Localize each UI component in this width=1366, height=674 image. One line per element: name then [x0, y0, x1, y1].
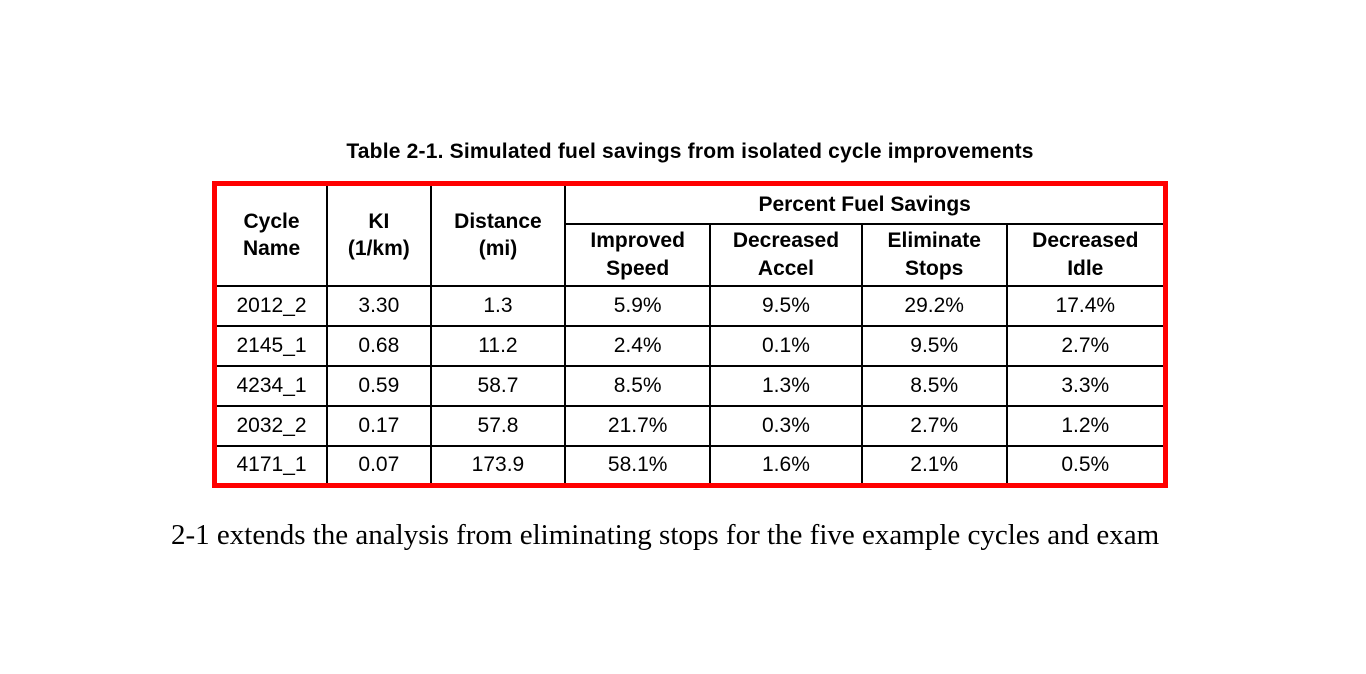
cell-distance: 58.7 [429, 364, 567, 407]
table-row: 4171_1 0.07 173.9 58.1% 1.6% 2.1% 0.5% [213, 444, 1167, 487]
col-header-percent-fuel-savings: Percent Fuel Savings [564, 182, 1167, 225]
cell-improved-speed: 58.1% [564, 444, 712, 487]
cell-cycle-name: 2012_2 [213, 284, 329, 327]
cell-eliminate-stops: 8.5% [860, 364, 1008, 407]
cell-improved-speed: 2.4% [564, 324, 712, 367]
cell-cycle-name: 4171_1 [213, 444, 329, 487]
table-row: 2145_1 0.68 11.2 2.4% 0.1% 9.5% 2.7% [213, 324, 1167, 367]
col-header-distance: Distance (mi) [429, 182, 567, 287]
cell-distance: 11.2 [429, 324, 567, 367]
cell-improved-speed: 5.9% [564, 284, 712, 327]
cell-eliminate-stops: 2.7% [860, 404, 1008, 447]
table-row: 2032_2 0.17 57.8 21.7% 0.3% 2.7% 1.2% [213, 404, 1167, 447]
cell-decreased-idle: 3.3% [1005, 364, 1167, 407]
col-header-eliminate-stops: Eliminate Stops [860, 222, 1008, 287]
cell-eliminate-stops: 2.1% [860, 444, 1008, 487]
header-row-sub: Improved Speed Decreased Accel Eliminate… [215, 222, 1167, 287]
cell-decreased-accel: 0.1% [709, 324, 863, 367]
cell-ki: 0.68 [326, 324, 432, 367]
cell-improved-speed: 8.5% [564, 364, 712, 407]
cell-improved-speed: 21.7% [564, 404, 712, 447]
cell-decreased-accel: 0.3% [709, 404, 863, 447]
cell-decreased-idle: 1.2% [1005, 404, 1167, 447]
cell-decreased-idle: 2.7% [1005, 324, 1167, 367]
cell-eliminate-stops: 9.5% [860, 324, 1008, 367]
col-header-decreased-idle: Decreased Idle [1005, 222, 1167, 287]
cell-eliminate-stops: 29.2% [860, 284, 1008, 327]
cell-cycle-name: 4234_1 [213, 364, 329, 407]
table-row: 2012_2 3.30 1.3 5.9% 9.5% 29.2% 17.4% [213, 284, 1167, 327]
col-header-improved-speed: Improved Speed [564, 222, 712, 287]
table-title: Table 2-1. Simulated fuel savings from i… [346, 140, 1034, 163]
cell-decreased-accel: 9.5% [709, 284, 863, 327]
cell-decreased-accel: 1.6% [709, 444, 863, 487]
header-row-group: Cycle Name KI (1/km) Distance (mi) Perce… [213, 182, 1167, 287]
cell-ki: 0.17 [326, 404, 432, 447]
cell-distance: 173.9 [429, 444, 567, 487]
cell-ki: 3.30 [326, 284, 432, 327]
cell-cycle-name: 2145_1 [213, 324, 329, 367]
col-header-cycle-name: Cycle Name [213, 182, 329, 287]
body-text: 2-1 extends the analysis from eliminatin… [171, 519, 1160, 551]
cell-distance: 1.3 [429, 284, 567, 327]
fuel-savings-table: Cycle Name KI (1/km) Distance (mi) Perce… [212, 181, 1168, 488]
cell-distance: 57.8 [429, 404, 567, 447]
table-row: 4234_1 0.59 58.7 8.5% 1.3% 8.5% 3.3% [213, 364, 1167, 407]
cell-ki: 0.59 [326, 364, 432, 407]
cell-decreased-idle: 0.5% [1005, 444, 1167, 487]
cell-decreased-accel: 1.3% [709, 364, 863, 407]
cell-decreased-idle: 17.4% [1005, 284, 1167, 327]
col-header-decreased-accel: Decreased Accel [709, 222, 863, 287]
cell-ki: 0.07 [326, 444, 432, 487]
cell-cycle-name: 2032_2 [213, 404, 329, 447]
col-header-ki: KI (1/km) [326, 182, 432, 287]
